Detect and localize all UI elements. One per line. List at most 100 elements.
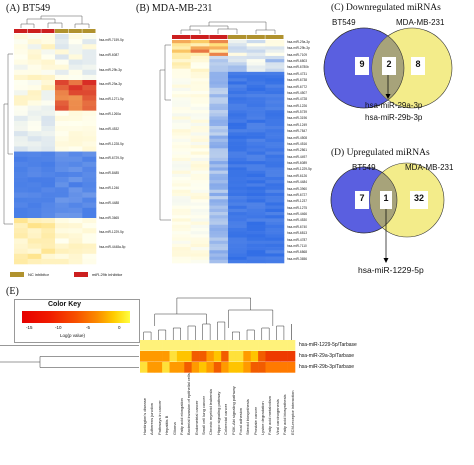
heatmap-b-cell	[246, 192, 266, 197]
heatmap-a-cell	[14, 233, 28, 239]
heatmap-b-cell	[172, 234, 191, 238]
heatmap-b-cell	[209, 256, 229, 261]
panel-b-title: (B) MDA-MB-231	[136, 3, 213, 14]
heatmap-b-cell	[265, 199, 285, 203]
heatmap-b-cell	[172, 132, 191, 136]
heatmap-a-cell	[27, 54, 42, 60]
heatmap-a-cell	[55, 172, 69, 178]
heatmap-a-cell	[68, 197, 83, 203]
heatmap-b-row-label: hsa-miR-1229-5p	[287, 167, 312, 172]
heatmap-b-cell	[190, 212, 210, 216]
heatmap-b-cell	[228, 192, 247, 197]
heatmap-b-cell	[246, 116, 266, 120]
heatmap-b-cell	[172, 116, 191, 120]
heatmap-b-cell	[265, 141, 285, 146]
heatmap-a-cell	[41, 141, 56, 147]
heatmap-b-cell	[265, 256, 285, 261]
heatmap-b-row-label: hsa-miR-3196	[287, 116, 308, 121]
pathway-col-label: Fatty acid elongation	[178, 398, 184, 435]
heatmap-a-cell	[68, 253, 83, 260]
heatmap-a-cell	[68, 187, 83, 193]
heatmap-a-cell	[68, 136, 83, 142]
heatmap-b-cell	[228, 103, 247, 108]
heatmap-b-cell	[209, 55, 229, 60]
heatmap-a-cell	[82, 115, 97, 122]
heatmap-a-group-cell	[41, 29, 55, 33]
heatmap-b-cell	[172, 126, 191, 130]
heatmap-a-cell	[27, 136, 42, 142]
heatmap-a-cell	[55, 90, 69, 96]
heatmap-a-group-cell	[14, 29, 28, 33]
heatmap-b-cell	[246, 52, 266, 57]
heatmap-b-cell	[265, 90, 285, 95]
heatmap-a-row-label: hsa-miR-4488	[99, 200, 120, 205]
pathway-cell	[191, 351, 200, 362]
pathway-cell	[265, 362, 274, 373]
heatmap-b-cell	[246, 126, 266, 130]
heatmap-b-cell	[228, 40, 247, 44]
venn-d-left-label: BT549	[352, 163, 376, 172]
heatmap-b-cell	[172, 164, 191, 168]
panel-d-title: (D) Upregulated miRNAs	[331, 148, 430, 158]
heatmap-a-cell	[82, 136, 97, 142]
heatmap-b-cell	[246, 224, 266, 229]
heatmap-a-row-label: hsa-miR-6729-5p	[99, 156, 124, 161]
heatmap-a-cell	[68, 69, 83, 76]
pathway-col-label: Bacterial invasion of epithelial cells	[186, 373, 192, 435]
heatmap-a-cell	[68, 166, 83, 173]
heatmap-a-cell	[27, 126, 42, 132]
heatmap-a-cell	[41, 248, 56, 255]
heatmap-a-cell	[55, 141, 69, 147]
color-key-axis-label: Log(p value)	[60, 333, 86, 338]
heatmap-b-cell	[228, 205, 247, 210]
legend-nc-swatch	[10, 272, 24, 277]
heatmap-b-cell	[209, 81, 229, 85]
heatmap-b-cell	[228, 141, 247, 146]
heatmap-b-cell	[190, 221, 210, 226]
heatmap-b-cell	[228, 129, 247, 133]
heatmap-b-cell	[265, 231, 285, 235]
heatmap-b-cell	[265, 55, 285, 60]
heatmap-b-cell	[228, 231, 247, 235]
heatmap-a-cell	[41, 212, 56, 219]
heatmap-a-cell	[82, 64, 97, 71]
pathway-col-label: Hepatitis B	[164, 415, 170, 435]
heatmap-b-cell	[209, 138, 229, 143]
heatmap-b-cell	[172, 189, 191, 194]
pathway-cell	[140, 340, 148, 351]
heatmap-a-cell	[82, 218, 97, 224]
heatmap-b-cell	[209, 215, 229, 219]
heatmap-a-cell	[82, 212, 97, 219]
heatmap-a-cell	[41, 146, 56, 152]
heatmap-b-cell	[228, 90, 247, 95]
heatmap-b-cell	[172, 100, 191, 105]
heatmap-b-cell	[209, 202, 229, 206]
heatmap-a-cell	[68, 212, 83, 219]
heatmap-a-cell	[41, 44, 56, 50]
heatmap-a-cell	[82, 69, 97, 76]
heatmap-a-cell	[55, 126, 69, 132]
pathway-cell	[221, 351, 229, 362]
heatmap-b-cell	[190, 122, 210, 127]
heatmap-b-cell	[265, 161, 285, 165]
heatmap-b-cell	[190, 259, 210, 264]
heatmap-a-cell	[55, 197, 69, 203]
heatmap-b-cell	[265, 138, 285, 143]
heatmap-b-cell	[246, 46, 266, 50]
heatmap-b-cell	[209, 161, 229, 165]
heatmap-a-cell	[68, 120, 83, 127]
heatmap-b-cell	[172, 202, 191, 206]
heatmap-a-cell	[41, 218, 56, 224]
heatmap-b-cell	[172, 157, 191, 162]
heatmap-a-cell	[55, 136, 69, 142]
heatmap-a-cell	[27, 115, 42, 122]
heatmap-b-cell	[265, 75, 285, 79]
heatmap-a-cell	[14, 39, 28, 45]
heatmap-a-cell	[55, 64, 69, 71]
pathway-col-label: Chronic myeloid leukemia	[208, 389, 214, 435]
heatmap-a-cell	[41, 161, 56, 168]
heatmap-b-cell	[209, 52, 229, 57]
heatmap-b-cell	[246, 94, 266, 98]
heatmap-a-cell	[55, 223, 69, 229]
venn-c-right-count: 8	[415, 59, 421, 69]
